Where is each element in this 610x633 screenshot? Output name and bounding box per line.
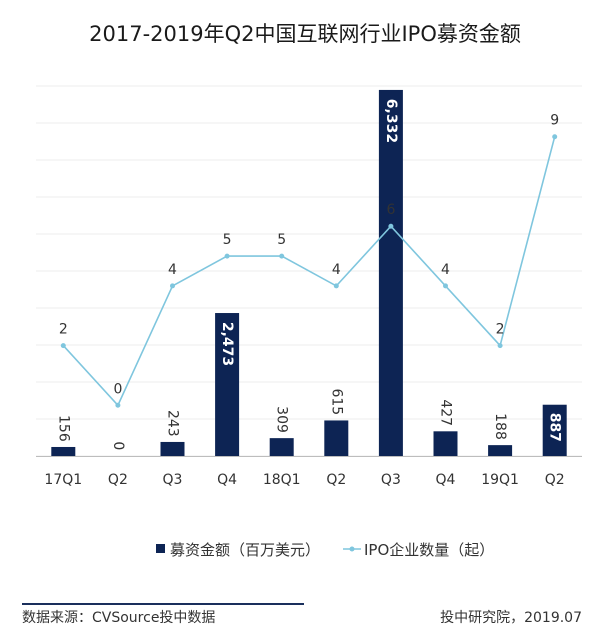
line-point-7 bbox=[443, 283, 448, 289]
source-note: 数据来源：CVSource投中数据 bbox=[22, 610, 216, 626]
bar-label-6: 6,332 bbox=[383, 99, 399, 143]
line-label-0: 2 bbox=[59, 322, 68, 338]
bar-label-5: 615 bbox=[328, 388, 344, 415]
line-label-7: 4 bbox=[441, 262, 450, 278]
line-label-1: 0 bbox=[113, 381, 122, 397]
line-point-2 bbox=[170, 283, 175, 289]
bars bbox=[51, 89, 567, 457]
x-tick-label-4: 18Q1 bbox=[263, 472, 301, 488]
legend: 募资金额（百万美元） IPO企业数量（起） bbox=[156, 541, 494, 559]
x-tick-label-3: Q4 bbox=[217, 472, 237, 488]
line-label-2: 4 bbox=[168, 262, 177, 278]
bar-label-1: 0 bbox=[110, 441, 126, 450]
bar-label-0: 156 bbox=[55, 415, 71, 442]
bar-4 bbox=[269, 438, 294, 456]
bar-2 bbox=[160, 441, 185, 456]
legend-label-line: IPO企业数量（起） bbox=[364, 541, 494, 559]
bar-3 bbox=[215, 313, 240, 456]
bar-label-8: 188 bbox=[492, 413, 508, 440]
bar-9 bbox=[542, 404, 567, 456]
ipo-count-line bbox=[62, 136, 556, 407]
bar-label-2: 243 bbox=[165, 410, 181, 437]
footer-divider bbox=[22, 603, 304, 605]
line-label-8: 2 bbox=[496, 322, 505, 338]
x-tick-label-0: 17Q1 bbox=[44, 472, 82, 488]
legend-label-bar: 募资金额（百万美元） bbox=[170, 541, 320, 559]
x-tick-label-1: Q2 bbox=[108, 472, 128, 488]
legend-swatch-line-marker bbox=[349, 546, 355, 552]
line-point-1 bbox=[115, 402, 121, 408]
bar-label-7: 427 bbox=[438, 399, 454, 426]
credit-note: 投中研究院，2019.07 bbox=[440, 610, 582, 626]
line-label-3: 5 bbox=[223, 232, 232, 248]
x-tick-label-9: Q2 bbox=[545, 472, 565, 488]
bar-0 bbox=[51, 446, 76, 456]
line-point-8 bbox=[497, 343, 503, 349]
line-point-9 bbox=[552, 134, 558, 140]
line-point-3 bbox=[224, 253, 230, 259]
line-point-5 bbox=[333, 283, 339, 289]
data-labels: 156 0 243 2,473 309 615 6,332 427 188 887 2 0 4 5 5 4 6 4… bbox=[55, 99, 562, 450]
x-tick-label-7: Q4 bbox=[436, 472, 456, 488]
x-tick-label-5: Q2 bbox=[326, 472, 346, 488]
bar-label-4: 309 bbox=[274, 406, 290, 433]
bar-label-3: 2,473 bbox=[219, 322, 235, 366]
line-point-6 bbox=[388, 223, 394, 229]
chart-title: 2017-2019年Q2中国互联网行业IPO募资金额 bbox=[89, 22, 521, 46]
bar-7 bbox=[433, 431, 458, 456]
legend-swatch-bar bbox=[156, 544, 165, 553]
line-label-6: 6 bbox=[386, 202, 395, 218]
x-tick-label-6: Q3 bbox=[381, 472, 401, 488]
line-label-9: 9 bbox=[550, 113, 559, 129]
bar-8 bbox=[488, 445, 513, 456]
line-series bbox=[60, 134, 558, 408]
bar-5 bbox=[324, 420, 349, 456]
line-point-0 bbox=[60, 343, 66, 349]
x-axis: 17Q1 Q2 Q3 Q4 18Q1 Q2 Q3 Q4 19Q1 Q2 bbox=[36, 456, 582, 488]
line-point-4 bbox=[279, 253, 285, 259]
bar-6 bbox=[378, 89, 403, 457]
line-label-5: 4 bbox=[332, 262, 341, 278]
x-tick-label-8: 19Q1 bbox=[481, 472, 519, 488]
line-label-4: 5 bbox=[277, 232, 286, 248]
bar-label-9: 887 bbox=[547, 413, 563, 442]
x-tick-label-2: Q3 bbox=[163, 472, 183, 488]
